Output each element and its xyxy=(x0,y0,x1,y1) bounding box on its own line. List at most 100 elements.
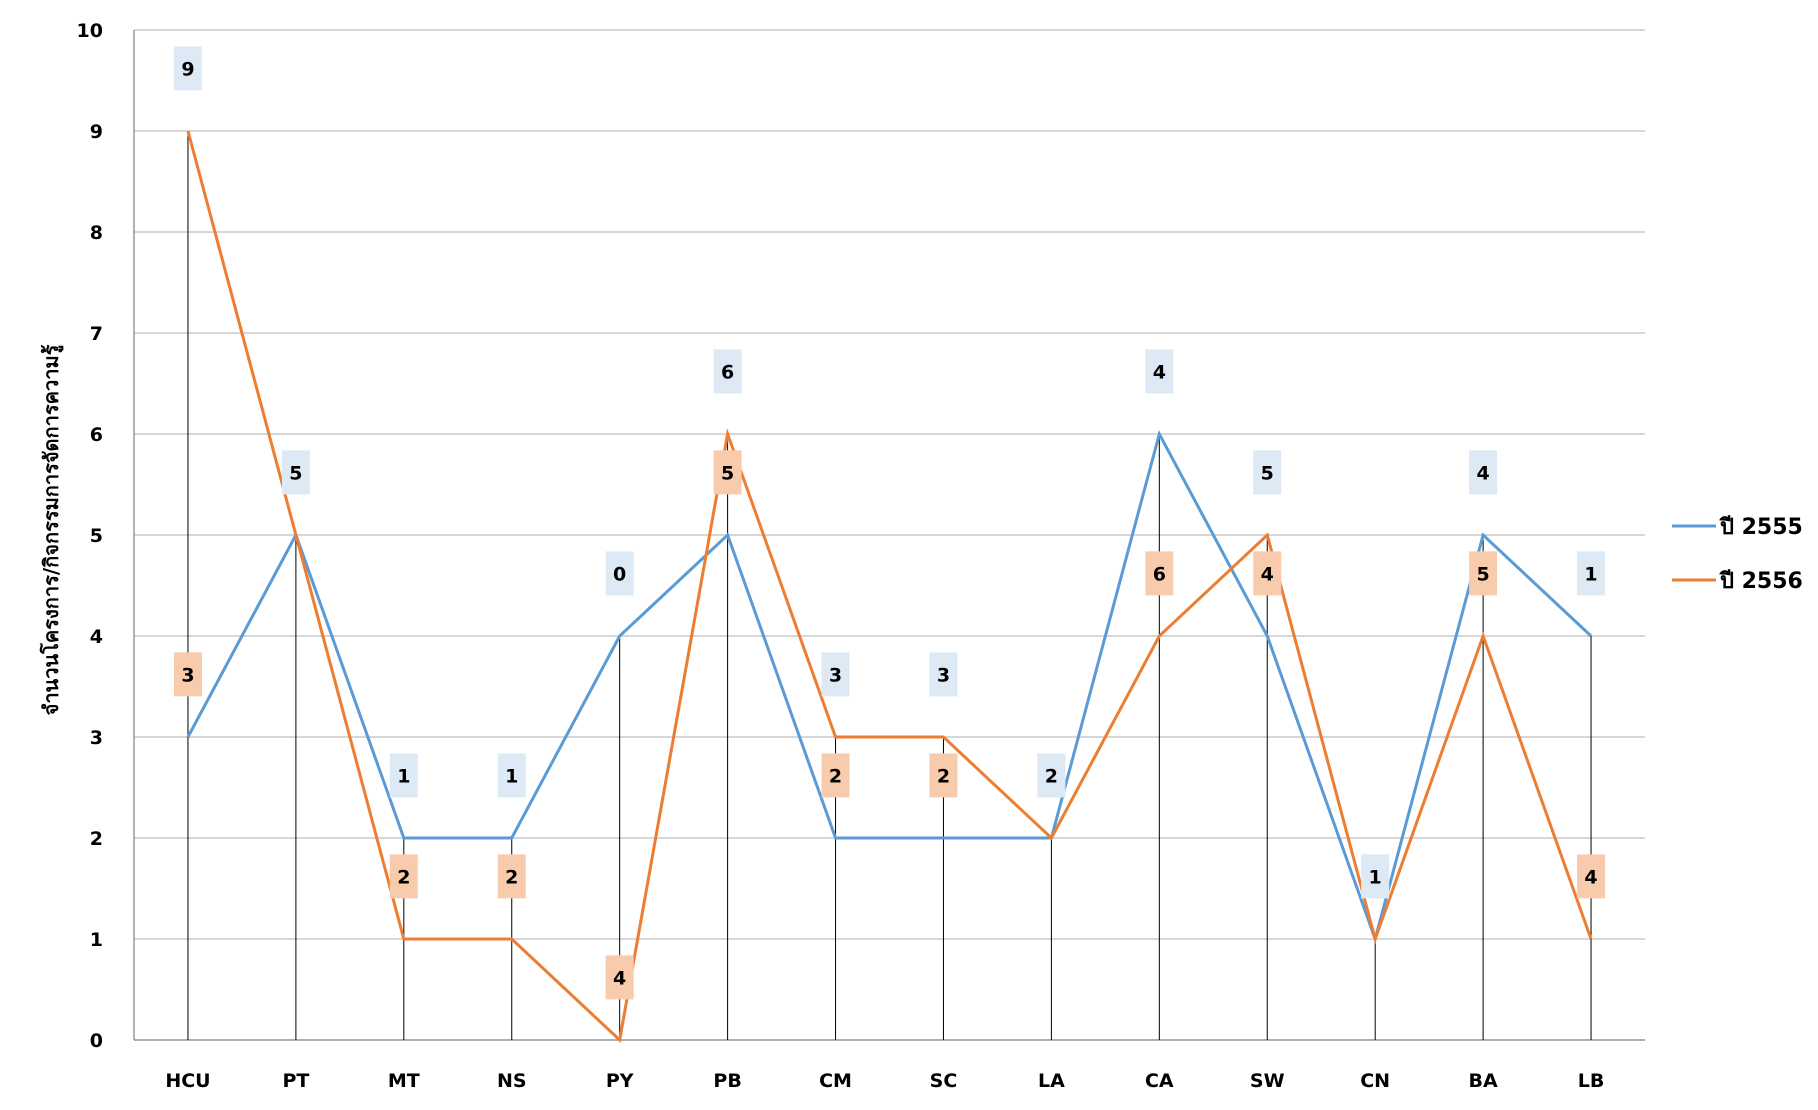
data-label-box xyxy=(929,753,958,798)
data-label: 4 xyxy=(1145,349,1174,394)
y-tick-label: 6 xyxy=(90,424,103,446)
data-label-text: 5 xyxy=(721,462,734,484)
legend-label-1: ปี 2555 xyxy=(1719,515,1803,540)
data-label-box xyxy=(1361,854,1390,899)
data-label-box xyxy=(1577,551,1606,596)
data-label-text: 5 xyxy=(1476,563,1489,585)
y-axis-ticks: 0 1 2 3 4 5 6 7 8 9 10 xyxy=(77,20,103,1052)
data-label: 3 xyxy=(821,652,850,697)
data-label: 4 xyxy=(605,955,634,1000)
data-label-box xyxy=(821,753,850,798)
data-label-box xyxy=(389,854,418,899)
y-tick-label: 2 xyxy=(90,828,103,850)
data-label-box xyxy=(1145,349,1174,394)
data-label-box xyxy=(929,652,958,697)
data-label: 2 xyxy=(929,753,958,798)
data-label: 1 xyxy=(1361,854,1390,899)
data-label: 2 xyxy=(389,854,418,899)
data-label-box xyxy=(173,46,202,91)
data-label-text: 2 xyxy=(1045,765,1058,787)
data-label-text: 4 xyxy=(1584,866,1597,888)
data-label: 6 xyxy=(1145,551,1174,596)
data-label: 4 xyxy=(1577,854,1606,899)
series-line-2 xyxy=(186,130,1593,1043)
data-label: 5 xyxy=(281,450,310,495)
x-tick-label-pb: PB xyxy=(713,1070,741,1092)
data-label-text: 2 xyxy=(829,765,842,787)
x-tick-label-sw: SW xyxy=(1250,1070,1285,1092)
x-tick-label-pt: PT xyxy=(282,1070,309,1092)
data-label: 1 xyxy=(1577,551,1606,596)
y-tick-label: 4 xyxy=(90,626,103,648)
x-tick-label-ns: NS xyxy=(497,1070,527,1092)
x-tick-label-ba: BA xyxy=(1469,1070,1498,1092)
data-label: 2 xyxy=(497,854,526,899)
data-label-text: 2 xyxy=(397,866,410,888)
y-tick-label: 5 xyxy=(90,525,103,547)
y-tick-label: 9 xyxy=(90,121,103,143)
data-label: 5 xyxy=(1469,551,1498,596)
data-label-box xyxy=(1145,551,1174,596)
x-tick-label-cm: CM xyxy=(819,1070,852,1092)
data-label-box xyxy=(1469,551,1498,596)
data-label-text: 1 xyxy=(1584,563,1597,585)
data-label-box xyxy=(821,652,850,697)
legend-label-2: ปี 2556 xyxy=(1719,569,1803,594)
drop-lines xyxy=(187,131,1592,1040)
data-label-text: 4 xyxy=(1261,563,1274,585)
data-label-text: 2 xyxy=(505,866,518,888)
y-tick-label: 3 xyxy=(90,727,103,749)
y-tick-label: 10 xyxy=(77,20,103,42)
data-label-text: 6 xyxy=(721,361,734,383)
x-tick-label-py: PY xyxy=(606,1070,634,1092)
data-label-text: 3 xyxy=(181,664,194,686)
data-label-box xyxy=(1469,450,1498,495)
y-tick-label: 1 xyxy=(90,929,103,951)
data-label: 1 xyxy=(389,753,418,798)
data-label: 4 xyxy=(1469,450,1498,495)
x-axis-ticks: HCU PT MT NS PY PB CM SC LA CA SW CN BA LB xyxy=(165,1070,1604,1092)
data-label-text: 9 xyxy=(181,58,194,80)
data-label-box xyxy=(497,753,526,798)
data-label-box xyxy=(173,652,202,697)
data-label-text: 1 xyxy=(505,765,518,787)
data-label-box xyxy=(281,450,310,495)
data-label-text: 4 xyxy=(1476,462,1489,484)
y-tick-label: 0 xyxy=(90,1030,103,1052)
x-tick-label-mt: MT xyxy=(388,1070,420,1092)
data-label-box xyxy=(497,854,526,899)
y-axis-label: จำนวนโครงการ/กิจกรรมการจัดการความรู้ xyxy=(39,344,65,715)
data-label: 6 xyxy=(713,349,742,394)
data-label: 0 xyxy=(605,551,634,596)
data-label-text: 1 xyxy=(1369,866,1382,888)
data-label-text: 0 xyxy=(613,563,626,585)
data-label-box xyxy=(1253,551,1282,596)
y-tick-label: 7 xyxy=(90,323,103,345)
data-label-box xyxy=(605,955,634,1000)
x-tick-label-lb: LB xyxy=(1578,1070,1605,1092)
data-label: 3 xyxy=(173,652,202,697)
data-label-text: 1 xyxy=(397,765,410,787)
data-label-text: 3 xyxy=(937,664,950,686)
data-label-box xyxy=(605,551,634,596)
x-tick-label-hcu: HCU xyxy=(165,1070,210,1092)
data-label-box xyxy=(1253,450,1282,495)
data-label: 9 xyxy=(173,46,202,91)
gridlines xyxy=(133,29,1645,1041)
data-label-text: 5 xyxy=(289,462,302,484)
x-tick-label-cn: CN xyxy=(1360,1070,1390,1092)
data-label-text: 5 xyxy=(1261,462,1274,484)
data-label: 2 xyxy=(821,753,850,798)
data-label: 5 xyxy=(713,450,742,495)
legend: ปี 2555 ปี 2556 xyxy=(1672,515,1803,594)
data-label-box xyxy=(1577,854,1606,899)
data-label: 2 xyxy=(1037,753,1066,798)
series-lines xyxy=(186,130,1593,1043)
data-label: 1 xyxy=(497,753,526,798)
series-line-1 xyxy=(186,429,1593,945)
data-labels: 9 5 1 1 0 6 3 3 2 4 5 1 4 1 3 2 2 4 5 2 2 6 4 5 4 xyxy=(173,46,1606,1000)
data-label-text: 6 xyxy=(1153,563,1166,585)
data-label: 4 xyxy=(1253,551,1282,596)
data-label-text: 3 xyxy=(829,664,842,686)
